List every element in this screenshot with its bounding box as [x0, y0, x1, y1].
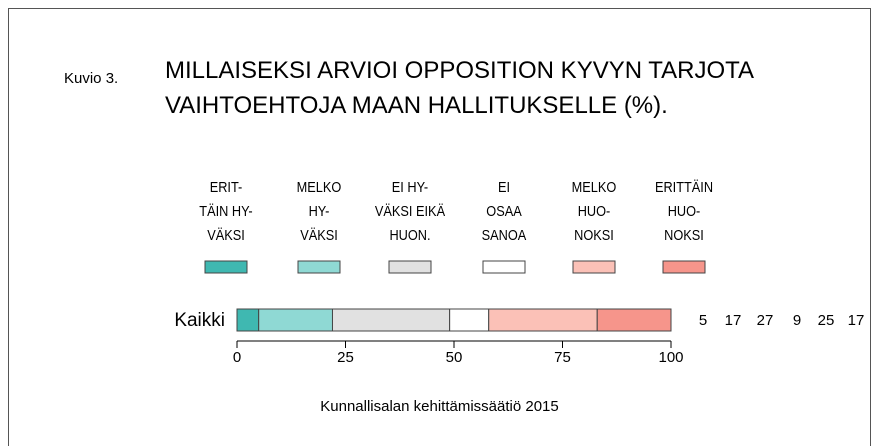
frame	[8, 8, 871, 446]
bar-segment	[488, 308, 598, 332]
legend-label: MELKO HUO- NOKSI	[571, 179, 617, 244]
bar-segment	[331, 308, 451, 332]
legend-label: EI HY- VÄKSI EIKÄ HUON.	[374, 179, 446, 244]
chart-title: MILLAISEKSI ARVIOI OPPOSITION KYVYN TARJ…	[165, 57, 755, 119]
figure-label: Kuvio 3.	[64, 70, 119, 87]
legend-swatch	[388, 260, 432, 274]
value-label: 25	[818, 312, 835, 329]
legend-swatch	[482, 260, 526, 274]
value-label: 27	[757, 312, 774, 329]
bar-segment	[449, 308, 490, 332]
legend-label: MELKO HY- VÄKSI	[296, 179, 342, 244]
legend-label: ERIT- TÄIN HY- VÄKSI	[199, 179, 253, 244]
legend-swatch	[662, 260, 706, 274]
bar-segment	[596, 308, 672, 332]
value-label: 17	[725, 312, 742, 329]
bar-segment	[236, 308, 260, 332]
source: Kunnallisalan kehittämissäätiö 2015	[320, 398, 559, 415]
x-tick-label: 100	[658, 349, 683, 366]
x-tick-label: 0	[233, 349, 241, 366]
legend-swatch	[204, 260, 248, 274]
legend-label: EI OSAA SANOA	[481, 179, 527, 244]
category-label: Kaikki	[174, 310, 225, 331]
x-tick-label: 50	[446, 349, 463, 366]
value-label: 17	[848, 312, 865, 329]
x-tick-label: 75	[554, 349, 571, 366]
legend-label: ERITTÄIN HUO- NOKSI	[654, 179, 714, 244]
legend-swatch	[297, 260, 341, 274]
x-tick-label: 25	[337, 349, 354, 366]
legend-swatch	[572, 260, 616, 274]
value-label: 5	[699, 312, 707, 329]
bar-segment	[258, 308, 333, 332]
value-label: 9	[793, 312, 801, 329]
